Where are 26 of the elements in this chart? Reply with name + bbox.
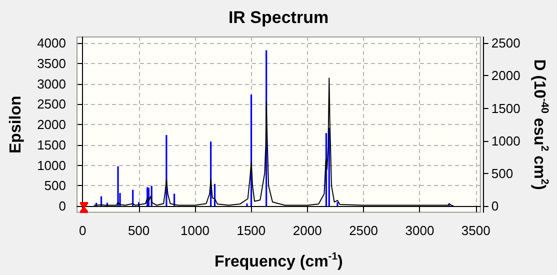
y-tick-label: 2500 — [37, 96, 66, 112]
y-tick-label: 0 — [58, 198, 66, 214]
y2-tick-label: 1500 — [491, 100, 520, 116]
y2-tick-label: 0 — [491, 198, 499, 214]
x-tick-label: 2500 — [349, 223, 378, 238]
x-tick-label: 3000 — [405, 223, 434, 238]
y-tick-label: 2000 — [37, 117, 66, 132]
y-tick-label: 1000 — [37, 158, 66, 173]
y2-axis-title: D (10-40 esu2 cm2) — [530, 59, 550, 190]
y2-tick-label: 1000 — [491, 133, 520, 148]
y2-tick-label: 500 — [491, 166, 514, 181]
x-tick-label: 1000 — [180, 223, 210, 238]
y-tick-label: 4000 — [37, 36, 66, 51]
x-tick-label: 1500 — [236, 223, 266, 238]
y-axis-title: Epsilon — [8, 96, 24, 154]
x-tick-label: 2000 — [292, 223, 322, 238]
y-tick-label: 3000 — [37, 76, 66, 92]
y-tick-label: 1500 — [37, 137, 66, 152]
x-tick-label: 500 — [128, 223, 150, 238]
y2-tick-label: 2500 — [491, 36, 520, 51]
chart-title: IR Spectrum — [228, 8, 329, 27]
y2-tick-label: 2000 — [491, 68, 520, 84]
x-tick-label: 3500 — [461, 223, 490, 238]
y-tick-label: 3500 — [37, 56, 66, 71]
x-tick-label: 0 — [79, 223, 86, 238]
y-tick-label: 500 — [44, 178, 66, 194]
